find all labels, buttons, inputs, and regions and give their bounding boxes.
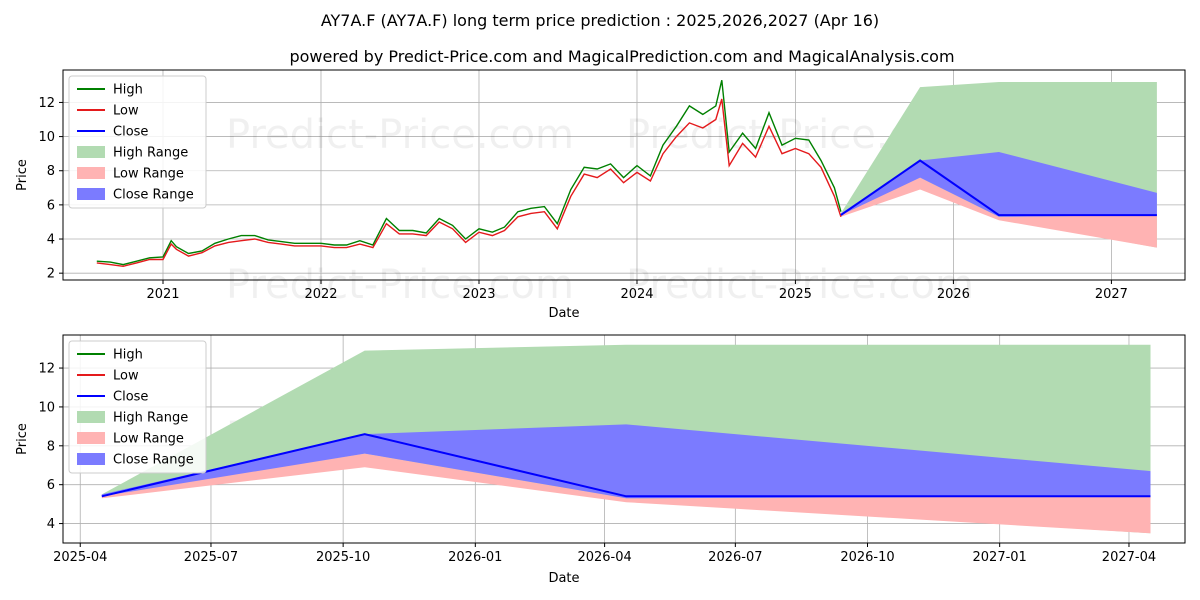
x-tick-label: 2022: [304, 287, 337, 302]
forecast-zoom-chart-panel: Predict-Price.comPredict-Price.com2025-0…: [15, 334, 1186, 586]
legend-patch-swatch: [77, 167, 105, 179]
legend-label: Close Range: [113, 453, 194, 468]
legend: High Low Close High Range Low Range Close Ran…: [68, 340, 207, 474]
legend-label: Low: [113, 104, 139, 119]
chart-subtitle: powered by Predict-Price.com and Magical…: [289, 47, 954, 66]
high-price-line: [96, 80, 842, 266]
x-tick-label: 2025-04: [53, 550, 107, 565]
axes-frame: [62, 69, 1186, 281]
y-tick-label: 10: [38, 400, 55, 415]
x-tick-label: 2026: [937, 287, 970, 302]
x-tick-label: 2023: [462, 287, 495, 302]
y-axis-label: Price: [15, 423, 30, 455]
low-range-band: [101, 453, 1151, 534]
legend-label: Close Range: [113, 188, 194, 203]
x-tick-label: 2025: [779, 287, 812, 302]
y-tick-label: 6: [47, 478, 55, 493]
x-tick-label: 2025-07: [184, 550, 238, 565]
x-axis-label: Date: [548, 571, 579, 586]
legend-patch-swatch: [77, 411, 105, 423]
x-tick-label: 2026-10: [840, 550, 894, 565]
y-tick-label: 12: [38, 362, 55, 377]
low-range-band: [840, 177, 1157, 248]
low-price-line: [96, 98, 842, 268]
legend: High Low Close High Range Low Range Close Ran…: [68, 75, 207, 209]
legend-patch-swatch: [77, 188, 105, 200]
watermark-text: Predict-Price.com: [226, 262, 574, 308]
watermark-text: Predict-Price.com: [226, 112, 574, 158]
axes-frame: [62, 334, 1186, 544]
legend-label: High Range: [113, 146, 188, 161]
legend-label: Low: [113, 369, 139, 384]
x-tick-label: 2027: [1095, 287, 1128, 302]
x-tick-label: 2027-01: [973, 550, 1027, 565]
y-tick-label: 8: [47, 164, 55, 179]
close-range-band: [840, 152, 1157, 217]
y-tick-label: 4: [47, 517, 55, 532]
legend-patch-swatch: [77, 453, 105, 465]
y-tick-label: 6: [47, 198, 55, 213]
legend-label: High: [113, 348, 143, 363]
legend-label: Low Range: [113, 167, 184, 182]
y-tick-label: 10: [38, 130, 55, 145]
legend-label: Close: [113, 390, 148, 405]
chart-title: AY7A.F (AY7A.F) long term price predicti…: [321, 11, 879, 30]
watermark-text: Predict-Price.com: [626, 262, 974, 308]
x-axis-label: Date: [548, 306, 579, 321]
legend-label: Close: [113, 125, 148, 140]
plot-area: [101, 344, 1151, 534]
long-term-chart-panel: Predict-Price.com Predict-Price.com Predic…: [15, 69, 1186, 321]
x-tick-label: 2025-10: [316, 550, 370, 565]
legend-label: Low Range: [113, 432, 184, 447]
y-tick-label: 4: [47, 233, 55, 248]
x-tick-label: 2026-04: [577, 550, 631, 565]
y-tick-label: 12: [38, 96, 55, 111]
y-axis-label: Price: [15, 159, 30, 191]
close-forecast-line: [840, 159, 1157, 217]
x-tick-label: 2024: [620, 287, 653, 302]
plot-area: [96, 80, 1157, 268]
x-tick-label: 2027-04: [1102, 550, 1156, 565]
legend-patch-swatch: [77, 432, 105, 444]
x-tick-label: 2026-01: [448, 550, 502, 565]
close-range-band: [101, 424, 1151, 499]
close-forecast-line: [101, 433, 1151, 498]
y-tick-label: 8: [47, 439, 55, 454]
legend-patch-swatch: [77, 146, 105, 158]
x-tick-label: 2021: [146, 287, 179, 302]
legend-label: High Range: [113, 411, 188, 426]
y-tick-label: 2: [47, 267, 55, 282]
legend-label: High: [113, 83, 143, 98]
x-tick-label: 2026-07: [708, 550, 762, 565]
